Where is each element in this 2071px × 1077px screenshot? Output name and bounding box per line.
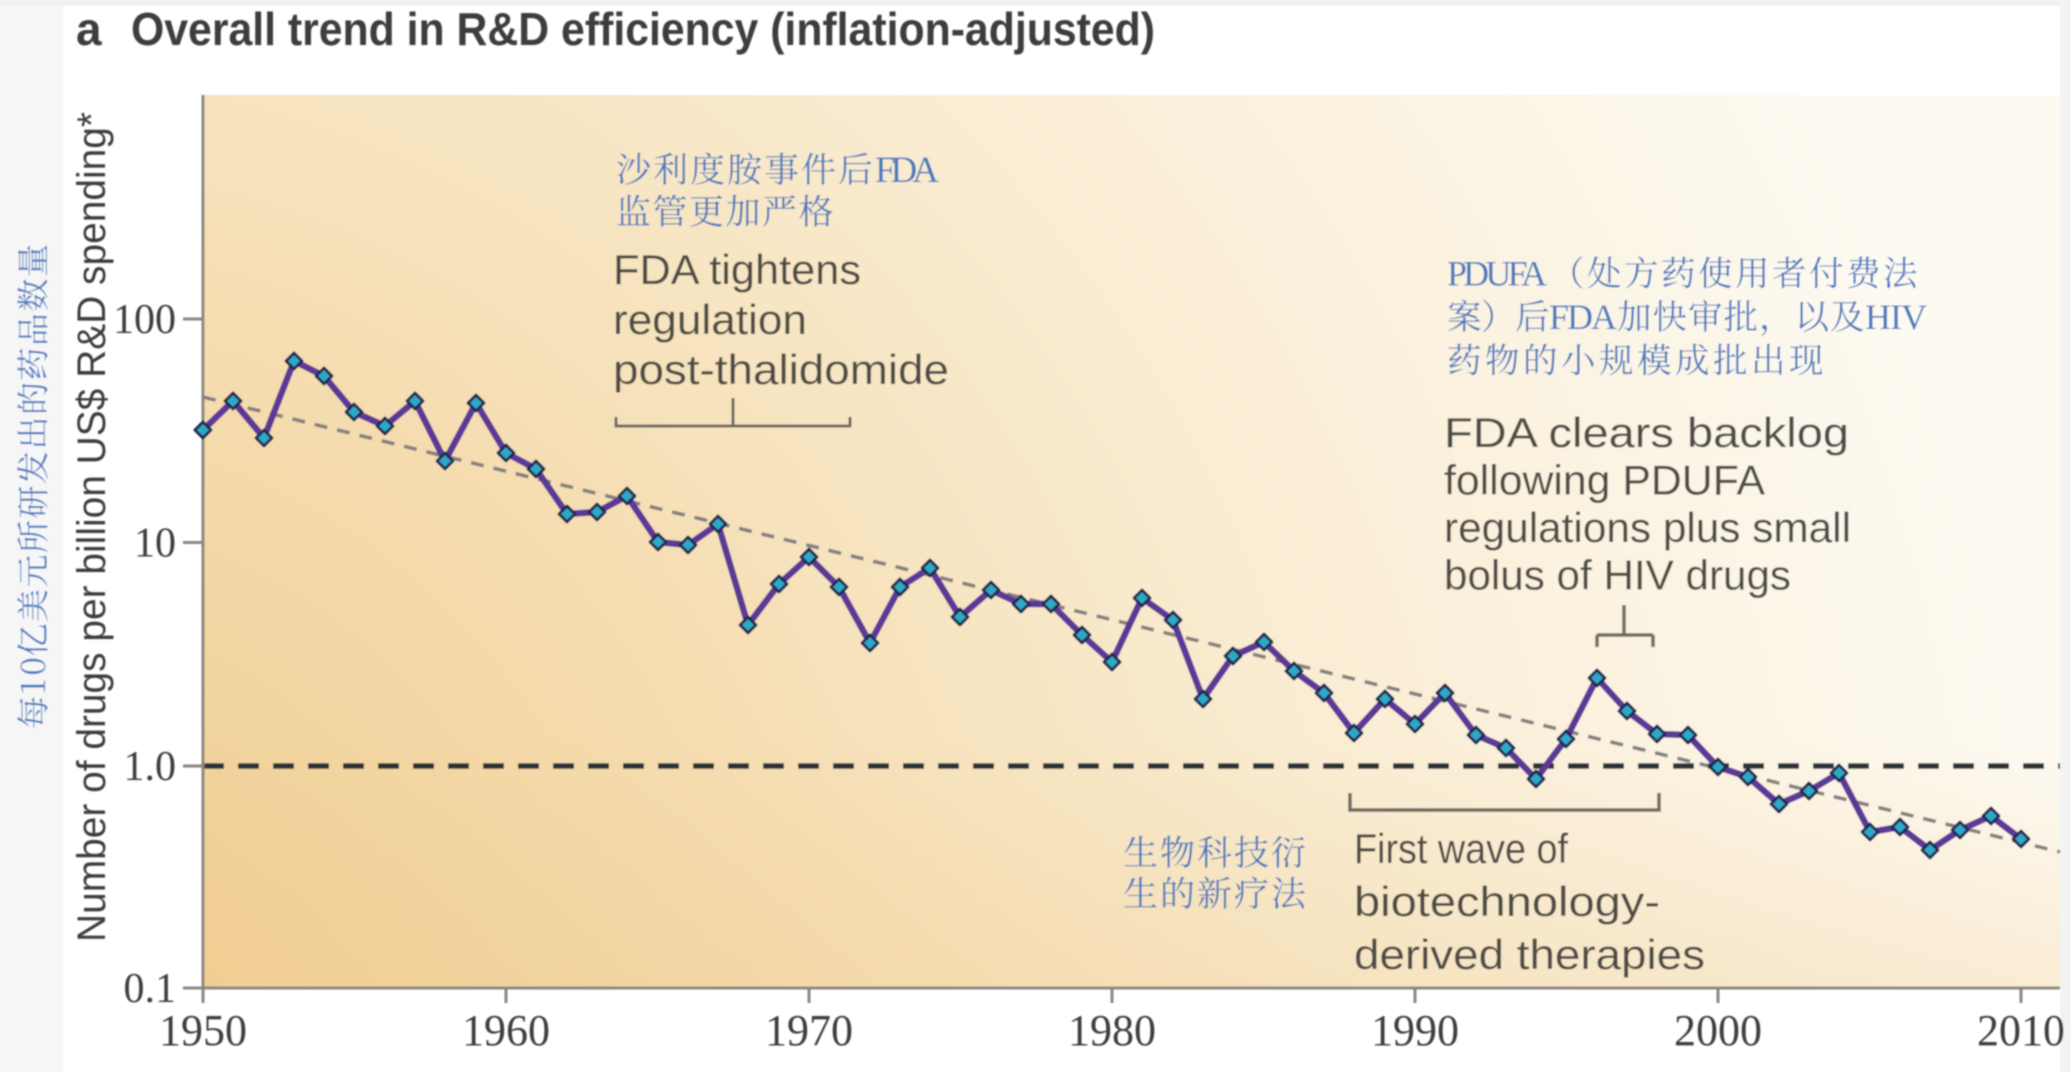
- svg-text:FDA clears backlog: FDA clears backlog: [1444, 409, 1849, 456]
- svg-text:1960: 1960: [462, 1006, 550, 1055]
- svg-text:First wave of: First wave of: [1354, 825, 1568, 872]
- svg-text:FDA tightens: FDA tightens: [613, 246, 861, 293]
- svg-text:biotechnology-: biotechnology-: [1354, 878, 1660, 925]
- svg-text:100: 100: [113, 297, 176, 343]
- svg-text:HIV: HIV: [1865, 297, 1927, 337]
- svg-text:bolus of HIV drugs: bolus of HIV drugs: [1444, 552, 1791, 599]
- svg-text:FDA: FDA: [875, 150, 939, 191]
- svg-text:1970: 1970: [765, 1006, 853, 1055]
- svg-text:2000: 2000: [1674, 1006, 1762, 1055]
- svg-text:derived therapies: derived therapies: [1354, 931, 1705, 978]
- svg-text:following PDUFA: following PDUFA: [1444, 457, 1765, 504]
- svg-text:0.1: 0.1: [124, 966, 177, 1012]
- svg-text:post-thalidomide: post-thalidomide: [613, 346, 949, 393]
- svg-text:1980: 1980: [1068, 1006, 1156, 1055]
- svg-text:regulations plus small: regulations plus small: [1444, 504, 1851, 551]
- svg-text:a: a: [76, 3, 102, 55]
- svg-text:FDA: FDA: [1549, 297, 1617, 337]
- svg-text:1950: 1950: [159, 1006, 247, 1055]
- svg-text:2010: 2010: [1977, 1006, 2065, 1055]
- svg-text:1990: 1990: [1371, 1006, 1459, 1055]
- svg-text:Overall trend in R&D efficienc: Overall trend in R&D efficiency (inflati…: [131, 3, 1155, 55]
- svg-text:10: 10: [134, 521, 176, 567]
- svg-text:1.0: 1.0: [124, 744, 177, 790]
- svg-text:regulation: regulation: [613, 296, 807, 343]
- svg-text:Number of drugs per billion US: Number of drugs per billion US$ R&D spen…: [70, 112, 114, 942]
- svg-text:PDUFA: PDUFA: [1447, 254, 1547, 294]
